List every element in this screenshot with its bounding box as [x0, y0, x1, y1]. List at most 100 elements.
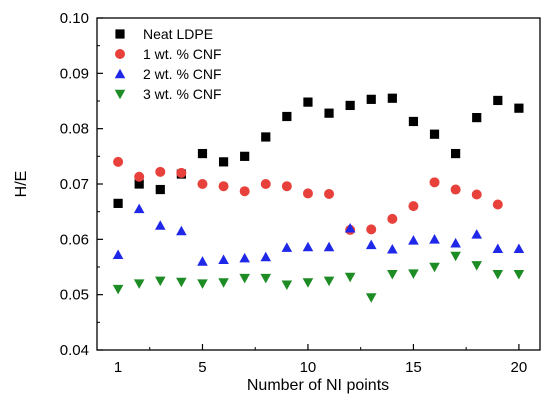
data-point [492, 269, 504, 280]
data-point [302, 241, 314, 252]
data-point [154, 276, 166, 287]
series-1 [113, 93, 524, 208]
legend-label: Neat LDPE [143, 26, 213, 42]
legend-marker [114, 89, 126, 100]
data-point [113, 156, 124, 167]
data-point [218, 181, 229, 192]
data-point [408, 201, 419, 212]
data-point [260, 251, 272, 262]
data-point [471, 261, 483, 271]
data-point [429, 177, 440, 188]
series-4 [112, 251, 525, 303]
y-tick-label: 0.09 [60, 65, 89, 82]
data-point [281, 181, 292, 192]
data-point [450, 237, 461, 248]
data-point [239, 186, 250, 197]
data-point [282, 111, 292, 122]
x-tick-label: 15 [405, 359, 422, 376]
y-tick-label: 0.04 [60, 342, 89, 359]
data-point [113, 198, 123, 208]
legend-label: 2 wt. % CNF [143, 66, 222, 82]
data-point [239, 273, 250, 284]
data-point [197, 179, 208, 189]
axis-ticks [97, 17, 520, 351]
data-point [323, 241, 335, 252]
data-point [323, 276, 335, 287]
data-point [513, 243, 525, 253]
data-point [492, 243, 504, 253]
data-point [176, 225, 187, 236]
legend-item: Neat LDPE [115, 26, 213, 42]
x-tick-label: 10 [300, 359, 317, 376]
data-point [365, 239, 377, 250]
data-point [197, 256, 208, 266]
data-point [218, 278, 229, 288]
data-point [260, 273, 272, 284]
legend-marker [114, 68, 126, 79]
data-point [197, 279, 208, 289]
data-point [408, 269, 419, 279]
data-point [451, 148, 461, 159]
legend-marker [115, 49, 125, 59]
legend: Neat LDPE 1 wt. % CNF 2 wt. % CNF 3 wt. % C… [114, 26, 222, 102]
series-3 [112, 203, 525, 266]
series-2 [113, 156, 503, 235]
data-point [345, 100, 355, 111]
data-point [366, 224, 377, 235]
data-point [429, 129, 440, 139]
x-tick-label: 5 [198, 359, 206, 376]
legend-label: 3 wt. % CNF [143, 86, 222, 102]
data-point [450, 251, 461, 262]
data-point [429, 262, 440, 273]
data-point [408, 116, 419, 127]
data-point [218, 157, 229, 167]
data-point [112, 249, 124, 260]
data-point [197, 148, 208, 159]
data-point [133, 279, 145, 289]
data-point [134, 179, 144, 189]
data-point [134, 171, 145, 182]
x-axis-title: Number of NI points [247, 377, 389, 394]
data-point [154, 220, 166, 230]
legend-item: 1 wt. % CNF [115, 46, 222, 62]
legend-label: 1 wt. % CNF [143, 46, 222, 62]
data-point [112, 284, 124, 295]
data-point [260, 179, 271, 189]
y-axis-title: H/E [13, 171, 30, 198]
y-tick-label: 0.05 [60, 287, 89, 304]
data-point [176, 277, 187, 288]
legend-item: 3 wt. % CNF [114, 86, 222, 102]
data-point [344, 222, 356, 233]
data-point [303, 97, 313, 107]
data-point [471, 229, 483, 239]
data-point [514, 103, 524, 113]
data-point [429, 234, 440, 244]
y-tick-label: 0.08 [60, 121, 89, 138]
data-point [261, 132, 271, 142]
y-tick-label: 0.10 [60, 10, 89, 27]
data-point [450, 184, 461, 195]
legend-item: 2 wt. % CNF [114, 66, 222, 82]
data-point [492, 199, 503, 210]
x-tick-label: 1 [114, 359, 122, 376]
data-point [387, 244, 398, 254]
data-point [493, 95, 503, 106]
data-point [155, 184, 165, 195]
data-point [365, 293, 377, 303]
data-point [239, 252, 250, 263]
data-markers [112, 93, 525, 303]
data-point [133, 203, 145, 214]
data-point [155, 166, 166, 177]
data-point [387, 213, 398, 224]
data-point [218, 254, 229, 265]
data-point [344, 272, 356, 283]
data-point [324, 108, 334, 118]
data-point [472, 113, 482, 123]
legend-marker [115, 29, 125, 39]
data-point [176, 167, 187, 178]
data-point [240, 151, 250, 161]
data-point [408, 235, 419, 245]
data-point [302, 188, 313, 199]
data-point [513, 269, 525, 280]
